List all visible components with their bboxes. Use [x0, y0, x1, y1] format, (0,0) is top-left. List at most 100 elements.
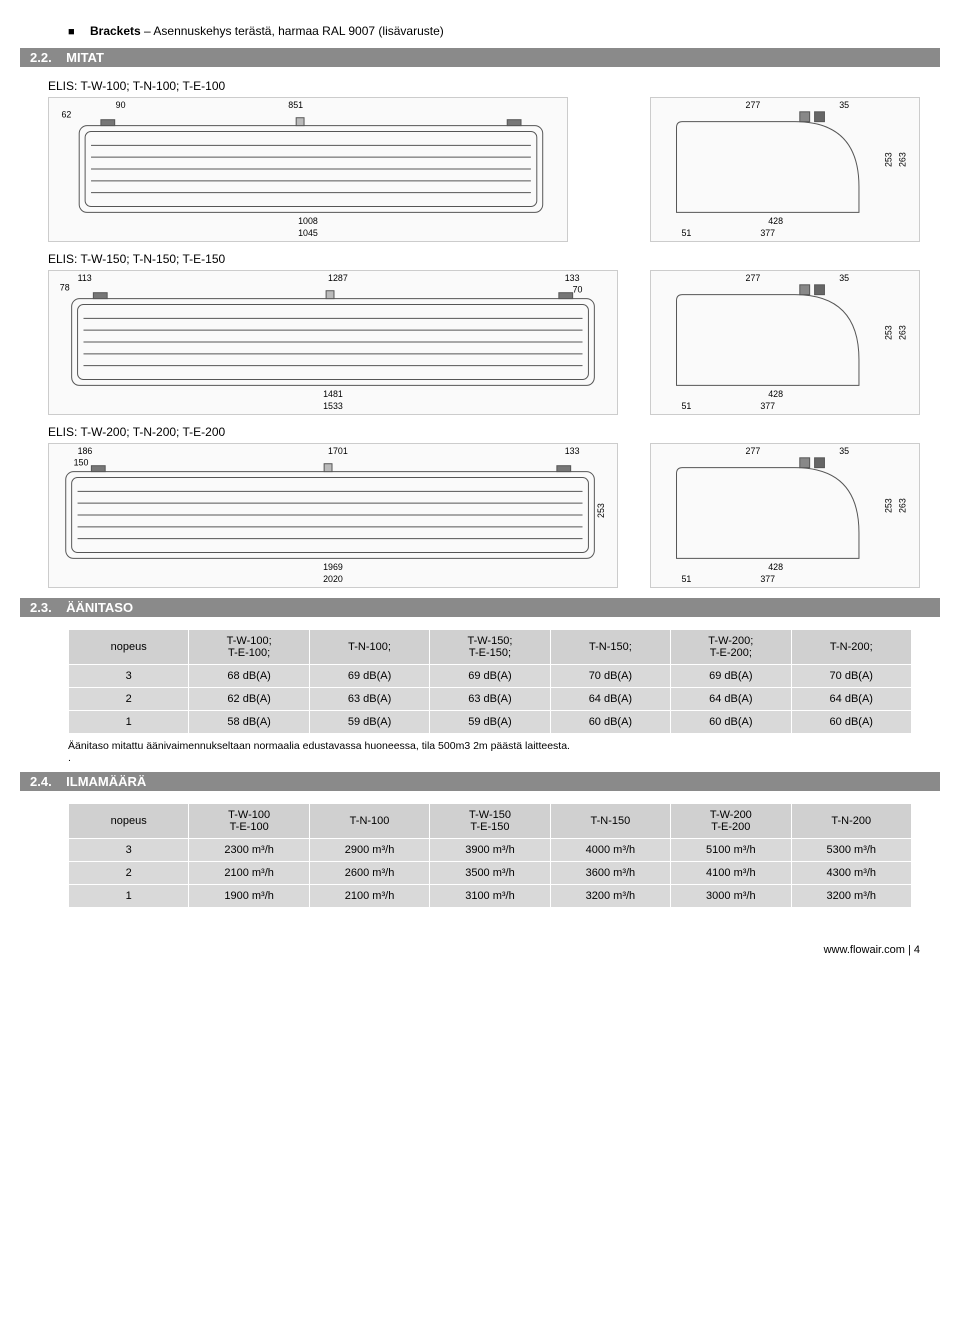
dim-label: 277	[746, 100, 761, 110]
section-num: 2.3.	[30, 600, 52, 615]
front-view-drawing: 90 851 62 1008 1045	[48, 97, 568, 242]
dim-label: 35	[839, 100, 849, 110]
cell: 3	[69, 839, 189, 862]
bullet-text: – Asennuskehys terästä, harmaa RAL 9007 …	[144, 24, 444, 38]
cell: 63 dB(A)	[309, 688, 429, 711]
cell: 3600 m³/h	[550, 862, 670, 885]
cell: 69 dB(A)	[309, 665, 429, 688]
cell: 63 dB(A)	[430, 688, 550, 711]
drawing-caption-1: ELIS: T-W-100; T-N-100; T-E-100	[48, 79, 920, 93]
cell: 64 dB(A)	[671, 688, 791, 711]
dim-label: 851	[288, 100, 303, 110]
col-head: T-N-150;	[550, 630, 670, 665]
dim-label: 263	[897, 498, 907, 513]
drawing-caption-2: ELIS: T-W-150; T-N-150; T-E-150	[48, 252, 920, 266]
dim-label: 1008	[298, 216, 318, 226]
col-head: T-N-150	[550, 804, 670, 839]
cell: 1900 m³/h	[189, 885, 309, 908]
cell: 2900 m³/h	[309, 839, 429, 862]
bullet-line: ■ Brackets – Asennuskehys terästä, harma…	[68, 24, 920, 38]
cell: 60 dB(A)	[550, 711, 670, 734]
cell: 2100 m³/h	[309, 885, 429, 908]
dim-label: 51	[681, 574, 691, 584]
footer-text: www.flowair.com | 4	[824, 944, 920, 956]
cell: 69 dB(A)	[671, 665, 791, 688]
drawing-row-2: 113 1287 78 133 70 1481 1533 277 35	[48, 270, 920, 415]
side-view-drawing: 277 35 253 263 51 377 428	[650, 443, 920, 588]
dim-label: 2020	[323, 574, 343, 584]
col-head: T-W-150 T-E-150	[430, 804, 550, 839]
dim-label: 78	[60, 283, 70, 293]
col-head: T-N-100;	[309, 630, 429, 665]
dim-label: 377	[760, 574, 775, 584]
table-row: 1 58 dB(A) 59 dB(A) 59 dB(A) 60 dB(A) 60…	[69, 711, 912, 734]
cell: 2	[69, 688, 189, 711]
cell: 1	[69, 885, 189, 908]
table-row: 2 2100 m³/h 2600 m³/h 3500 m³/h 3600 m³/…	[69, 862, 912, 885]
dim-label: 377	[760, 401, 775, 411]
dim-label: 1045	[298, 228, 318, 238]
cell: 59 dB(A)	[309, 711, 429, 734]
cell: 64 dB(A)	[550, 688, 670, 711]
cell: 3200 m³/h	[550, 885, 670, 908]
dim-label: 277	[746, 446, 761, 456]
dim-label: 35	[839, 446, 849, 456]
dim-label: 263	[897, 325, 907, 340]
side-view-drawing: 277 35 253 263 51 377 428	[650, 270, 920, 415]
table-row: 3 68 dB(A) 69 dB(A) 69 dB(A) 70 dB(A) 69…	[69, 665, 912, 688]
dim-label: 377	[760, 228, 775, 238]
bullet-marker: ■	[68, 26, 90, 38]
col-head: nopeus	[69, 804, 189, 839]
section-title: ÄÄNITASO	[66, 600, 133, 615]
cell: 5300 m³/h	[791, 839, 911, 862]
cell: 60 dB(A)	[671, 711, 791, 734]
cell: 4300 m³/h	[791, 862, 911, 885]
section-bar-ilmamaara: 2.4. ILMAMÄÄRÄ	[20, 772, 940, 791]
table-header-row: nopeus T-W-100 T-E-100 T-N-100 T-W-150 T…	[69, 804, 912, 839]
cell: 2100 m³/h	[189, 862, 309, 885]
col-head: T-W-100; T-E-100;	[189, 630, 309, 665]
col-head: T-W-200 T-E-200	[671, 804, 791, 839]
cell: 59 dB(A)	[430, 711, 550, 734]
cell: 3	[69, 665, 189, 688]
cell: 64 dB(A)	[791, 688, 911, 711]
dim-label: 263	[897, 152, 907, 167]
dim-label: 133	[565, 446, 580, 456]
dim-label: 35	[839, 273, 849, 283]
col-head: T-W-200; T-E-200;	[671, 630, 791, 665]
cell: 70 dB(A)	[550, 665, 670, 688]
cell: 60 dB(A)	[791, 711, 911, 734]
cell: 4000 m³/h	[550, 839, 670, 862]
aanitaso-note: Äänitaso mitattu äänivaimennukseltaan no…	[68, 740, 920, 764]
drawing-row-1: 90 851 62 1008 1045 277 35 253	[48, 97, 920, 242]
col-head: T-N-100	[309, 804, 429, 839]
bullet-strong: Brackets	[90, 24, 141, 38]
cell: 1	[69, 711, 189, 734]
cell: 3500 m³/h	[430, 862, 550, 885]
col-head: T-W-100 T-E-100	[189, 804, 309, 839]
col-head: nopeus	[69, 630, 189, 665]
cell: 68 dB(A)	[189, 665, 309, 688]
dim-label: 253	[596, 503, 606, 518]
cell: 2300 m³/h	[189, 839, 309, 862]
section-title: ILMAMÄÄRÄ	[66, 774, 146, 789]
dim-label: 428	[768, 562, 783, 572]
table-row: 1 1900 m³/h 2100 m³/h 3100 m³/h 3200 m³/…	[69, 885, 912, 908]
col-head: T-W-150; T-E-150;	[430, 630, 550, 665]
dim-label: 428	[768, 216, 783, 226]
dim-label: 1287	[328, 273, 348, 283]
col-head: T-N-200;	[791, 630, 911, 665]
dim-label: 62	[61, 110, 71, 120]
section-title: MITAT	[66, 50, 104, 65]
front-view-drawing: 186 1701 150 133 253 1969 2020	[48, 443, 618, 588]
page-footer: www.flowair.com | 4	[40, 914, 920, 970]
table-row: 3 2300 m³/h 2900 m³/h 3900 m³/h 4000 m³/…	[69, 839, 912, 862]
dim-label: 253	[884, 498, 894, 513]
dim-label: 51	[681, 401, 691, 411]
cell: 2	[69, 862, 189, 885]
section-bar-mitat: 2.2. MITAT	[20, 48, 940, 67]
cell: 58 dB(A)	[189, 711, 309, 734]
section-bar-aanitaso: 2.3. ÄÄNITASO	[20, 598, 940, 617]
section-num: 2.2.	[30, 50, 52, 65]
cell: 70 dB(A)	[791, 665, 911, 688]
